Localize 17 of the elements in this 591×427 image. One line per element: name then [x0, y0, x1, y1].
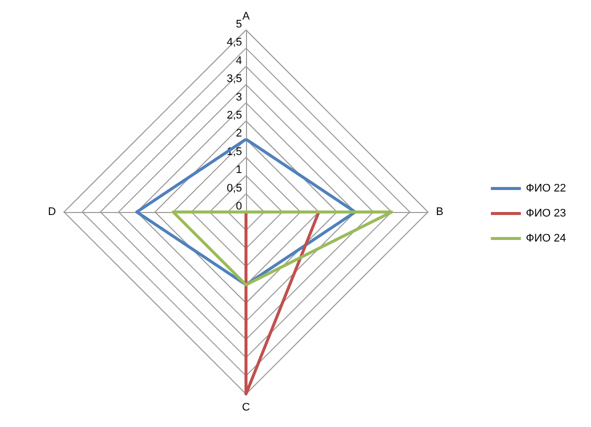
legend-label: ФИО 24 [526, 232, 566, 244]
legend-label: ФИО 22 [526, 182, 566, 194]
y-tick-label: 3 [236, 91, 242, 104]
y-tick-label: 3,5 [226, 73, 242, 86]
spoke-label: A [242, 10, 250, 22]
y-tick-label: 2 [236, 128, 242, 140]
spoke-label: B [436, 206, 444, 218]
spoke-label: C [242, 402, 250, 414]
y-tick-label: 1 [236, 164, 242, 176]
y-tick-label: 0,5 [226, 182, 242, 194]
y-tick-label: 4,5 [226, 36, 242, 49]
y-tick-label: 0 [236, 200, 242, 212]
y-tick-label: 5 [236, 18, 242, 30]
y-tick-label: 4 [236, 54, 242, 67]
spoke-label: D [48, 206, 56, 218]
y-tick-label: 2,5 [226, 110, 242, 122]
legend-label: ФИО 23 [526, 208, 566, 220]
